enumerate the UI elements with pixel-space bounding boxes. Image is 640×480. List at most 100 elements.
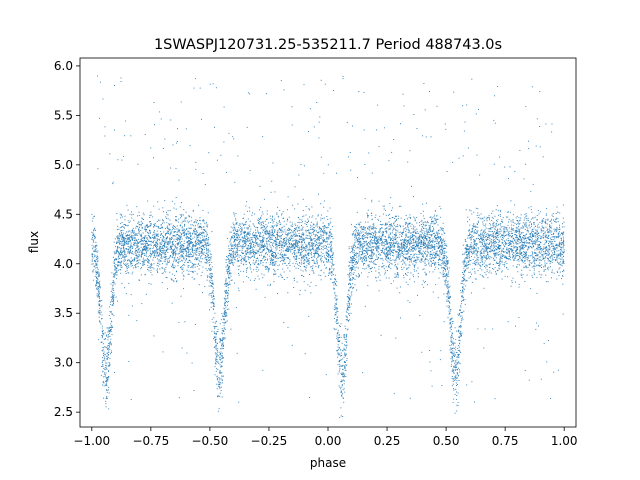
data-point [209,264,211,266]
data-point [428,246,430,248]
data-point [478,108,479,110]
data-point [426,251,428,253]
data-point [351,259,353,261]
data-point [294,259,296,260]
data-point [212,280,214,282]
data-point [126,235,128,237]
data-point [381,250,383,252]
data-point [142,252,144,254]
data-point [143,219,144,220]
data-point [381,232,383,234]
data-point [333,318,335,319]
data-point [362,253,364,255]
data-point [98,282,100,284]
data-point [264,232,266,234]
data-point [91,220,93,222]
data-point [482,237,484,239]
data-point [226,282,228,284]
data-point [477,208,479,210]
data-point [198,253,200,255]
data-point [211,261,213,263]
data-point [275,243,277,245]
data-point [347,295,349,297]
data-point [108,350,110,352]
data-point [309,274,311,275]
data-point [244,257,246,259]
data-point [317,214,319,216]
data-point [536,230,538,232]
data-point [336,307,338,309]
data-point [135,242,137,244]
data-point [146,243,148,244]
data-point [533,224,535,226]
data-point [297,221,299,223]
data-point [469,232,471,234]
data-point [310,226,312,228]
data-point [128,235,130,236]
data-point [555,236,557,238]
data-point [480,249,482,251]
data-point [499,257,501,259]
data-point [362,226,364,228]
data-point [254,237,256,238]
data-point [309,285,311,287]
data-point [121,214,123,216]
data-point [181,244,183,246]
data-point [471,237,473,239]
data-point [102,360,104,361]
data-point [392,230,394,232]
data-point [191,233,193,235]
data-point [174,267,175,269]
data-point [448,296,450,298]
data-point [246,236,248,238]
data-point [345,347,347,349]
data-point [408,240,410,242]
data-point [269,284,271,286]
data-point [353,255,355,257]
data-point [389,203,391,204]
data-point [399,256,401,258]
data-point [516,230,518,232]
data-point [247,277,249,279]
data-point [201,252,203,254]
data-point [122,229,124,231]
data-point [413,230,415,232]
data-point [365,257,367,259]
data-point [521,253,523,255]
data-point [255,232,257,234]
data-point [442,262,444,264]
data-point [215,332,217,334]
data-point [208,255,209,257]
data-point [189,232,191,234]
data-point [175,218,177,220]
data-point [307,243,309,245]
data-point [129,230,131,232]
data-point [403,228,405,230]
data-point [165,277,167,278]
data-point [559,246,561,248]
data-point [473,211,475,213]
data-point [112,302,114,304]
data-point [471,268,473,270]
data-point [324,257,326,258]
data-point [260,224,262,226]
data-point [233,257,235,259]
data-point [158,261,160,263]
data-point [400,244,402,246]
data-point [113,262,115,264]
data-point [372,254,374,256]
data-point [215,357,217,359]
data-point [226,301,227,302]
data-point [138,224,140,226]
data-point [289,232,291,234]
data-point [485,238,487,240]
data-point [535,328,537,330]
data-point [161,238,163,240]
data-point [238,273,239,274]
data-point [185,260,187,262]
data-point [113,274,115,276]
data-point [270,191,272,193]
data-point [212,301,214,303]
data-point [209,273,211,275]
data-point [257,231,259,233]
